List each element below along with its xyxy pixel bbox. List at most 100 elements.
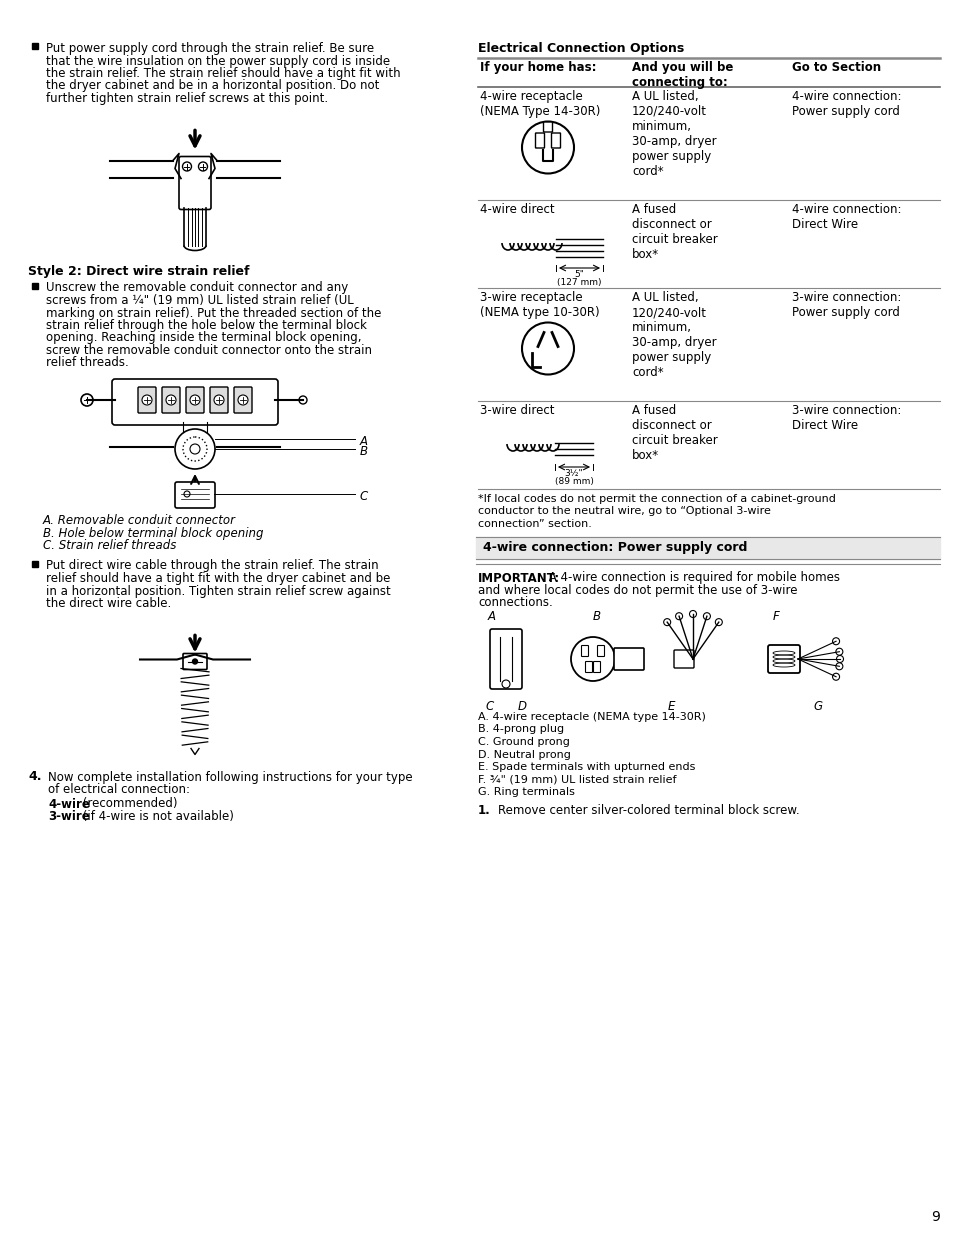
Circle shape [213,395,224,405]
Circle shape [702,613,710,620]
FancyBboxPatch shape [490,629,521,689]
FancyBboxPatch shape [673,650,693,668]
Text: B. Hole below terminal block opening: B. Hole below terminal block opening [43,526,263,540]
Text: of electrical connection:: of electrical connection: [48,783,190,797]
Text: Unscrew the removable conduit connector and any: Unscrew the removable conduit connector … [46,282,348,294]
Text: 4-wire connection:
Direct Wire: 4-wire connection: Direct Wire [791,203,901,231]
Text: 9: 9 [930,1210,939,1224]
FancyBboxPatch shape [233,387,252,412]
Circle shape [663,619,670,626]
Text: C: C [485,700,494,713]
Bar [32,43,38,49]
Circle shape [298,396,307,404]
Text: C: C [359,490,368,503]
Text: IMPORTANT:: IMPORTANT: [477,572,559,584]
FancyBboxPatch shape [112,379,277,425]
FancyBboxPatch shape [162,387,180,412]
Text: (recommended): (recommended) [79,798,177,810]
Text: Go to Section: Go to Section [791,61,881,74]
Circle shape [501,680,510,688]
Circle shape [193,659,197,664]
Text: screws from a ¼" (19 mm) UL listed strain relief (UL: screws from a ¼" (19 mm) UL listed strai… [46,294,354,308]
Text: 3-wire receptacle
(NEMA type 10-30R): 3-wire receptacle (NEMA type 10-30R) [479,291,599,319]
Text: D. Neutral prong: D. Neutral prong [477,750,570,760]
Text: 3-wire direct: 3-wire direct [479,404,554,417]
Text: Now complete installation following instructions for your type: Now complete installation following inst… [48,771,413,783]
Circle shape [237,395,248,405]
Circle shape [184,492,190,496]
Text: A: A [488,610,496,622]
Text: A UL listed,
120/240-volt
minimum,
30-amp, dryer
power supply
cord*: A UL listed, 120/240-volt minimum, 30-am… [631,90,716,178]
Circle shape [521,322,574,374]
FancyBboxPatch shape [179,157,211,210]
FancyBboxPatch shape [210,387,228,412]
Circle shape [832,637,839,645]
Text: E. Spade terminals with upturned ends: E. Spade terminals with upturned ends [477,762,695,772]
Circle shape [174,429,214,469]
Circle shape [689,610,696,618]
FancyBboxPatch shape [767,645,800,673]
Text: marking on strain relief). Put the threaded section of the: marking on strain relief). Put the threa… [46,306,381,320]
Circle shape [198,162,208,170]
Text: 4.: 4. [28,771,42,783]
Text: conductor to the neutral wire, go to “Optional 3-wire: conductor to the neutral wire, go to “Op… [477,506,770,516]
Text: A. 4-wire receptacle (NEMA type 14-30R): A. 4-wire receptacle (NEMA type 14-30R) [477,713,705,722]
Text: the direct wire cable.: the direct wire cable. [46,597,172,610]
Text: C. Ground prong: C. Ground prong [477,737,569,747]
Circle shape [835,648,842,656]
Text: relief should have a tight fit with the dryer cabinet and be: relief should have a tight fit with the … [46,572,390,585]
FancyBboxPatch shape [138,387,156,412]
Text: B. 4-prong plug: B. 4-prong plug [477,725,563,735]
Text: connections.: connections. [477,597,552,610]
Circle shape [182,162,192,170]
Text: A: A [359,435,368,448]
Text: 3-wire: 3-wire [48,810,90,823]
Text: C. Strain relief threads: C. Strain relief threads [43,538,176,552]
Circle shape [715,619,721,626]
Circle shape [81,394,92,406]
Text: And you will be
connecting to:: And you will be connecting to: [631,61,733,89]
Text: 4-wire direct: 4-wire direct [479,203,554,216]
Text: the dryer cabinet and be in a horizontal position. Do not: the dryer cabinet and be in a horizontal… [46,79,379,93]
Text: Put power supply cord through the strain relief. Be sure: Put power supply cord through the strain… [46,42,374,56]
Circle shape [183,437,207,461]
Circle shape [142,395,152,405]
Circle shape [836,656,842,662]
Text: Put direct wire cable through the strain relief. The strain: Put direct wire cable through the strain… [46,559,378,573]
FancyBboxPatch shape [593,662,599,673]
FancyBboxPatch shape [551,133,560,148]
Text: A fused
disconnect or
circuit breaker
box*: A fused disconnect or circuit breaker bo… [631,404,717,462]
Text: G. Ring terminals: G. Ring terminals [477,787,575,797]
Circle shape [166,395,175,405]
Text: A fused
disconnect or
circuit breaker
box*: A fused disconnect or circuit breaker bo… [631,203,717,261]
Text: 3-wire connection:
Power supply cord: 3-wire connection: Power supply cord [791,291,901,319]
Circle shape [835,663,842,669]
Text: A. Removable conduit connector: A. Removable conduit connector [43,514,235,527]
Circle shape [571,637,615,680]
Text: Style 2: Direct wire strain relief: Style 2: Direct wire strain relief [28,266,250,279]
Text: *If local codes do not permit the connection of a cabinet-ground: *If local codes do not permit the connec… [477,494,835,504]
Text: E: E [667,700,675,713]
Text: If your home has:: If your home has: [479,61,596,74]
Text: and where local codes do not permit the use of 3-wire: and where local codes do not permit the … [477,584,797,597]
Text: D: D [517,700,526,713]
FancyBboxPatch shape [597,646,604,657]
Text: 4-wire connection: Power supply cord: 4-wire connection: Power supply cord [482,541,746,553]
Bar [32,561,38,567]
FancyBboxPatch shape [535,133,544,148]
Text: 5": 5" [574,270,584,279]
FancyBboxPatch shape [183,653,207,669]
FancyBboxPatch shape [186,387,204,412]
Text: strain relief through the hole below the terminal block: strain relief through the hole below the… [46,319,367,332]
Text: G: G [812,700,821,713]
Circle shape [190,395,200,405]
FancyBboxPatch shape [585,662,592,673]
Circle shape [832,673,839,680]
Text: 4-wire: 4-wire [48,798,90,810]
Text: the strain relief. The strain relief should have a tight fit with: the strain relief. The strain relief sho… [46,67,400,80]
Text: that the wire insulation on the power supply cord is inside: that the wire insulation on the power su… [46,54,390,68]
FancyBboxPatch shape [174,482,214,508]
Text: 1.: 1. [477,804,490,818]
Text: B: B [593,610,600,622]
FancyBboxPatch shape [614,648,643,671]
